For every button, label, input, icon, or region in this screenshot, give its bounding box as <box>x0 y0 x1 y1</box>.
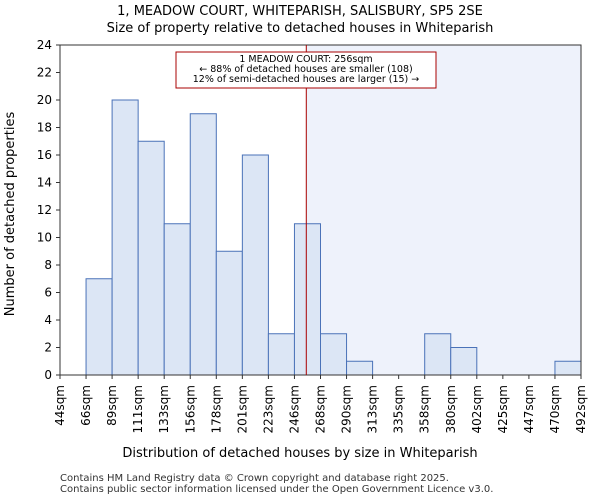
x-tick-label: 133sqm <box>157 385 171 433</box>
x-tick-label: 89sqm <box>105 385 119 426</box>
bars-group <box>85 99 582 376</box>
y-tick-label: 24 <box>37 38 52 52</box>
bar-66sqm <box>85 278 113 376</box>
y-tick-label: 4 <box>44 313 52 327</box>
bar-268sqm <box>320 333 348 376</box>
bar-133sqm <box>163 223 191 376</box>
bar-358sqm <box>424 333 452 376</box>
x-tick-label: 246sqm <box>287 385 301 433</box>
x-tick-label: 425sqm <box>496 385 510 433</box>
bar-111sqm <box>137 140 165 376</box>
x-tick-label: 290sqm <box>340 385 354 433</box>
annotation-box: 1 MEADOW COURT: 256sqm ← 88% of detached… <box>175 51 437 89</box>
bar-156sqm <box>189 113 217 376</box>
annotation-border <box>175 51 437 89</box>
x-tick-label: 268sqm <box>314 385 328 433</box>
y-tick-label: 18 <box>37 121 52 135</box>
x-tick-label: 44sqm <box>53 385 67 426</box>
bar-89sqm <box>111 99 139 376</box>
x-tick-label: 358sqm <box>418 385 432 433</box>
y-tick-label: 12 <box>37 203 52 217</box>
x-tick-label: 470sqm <box>548 385 562 433</box>
y-tick-label: 20 <box>37 93 52 107</box>
x-axis-label: Distribution of detached houses by size … <box>122 446 477 461</box>
x-tick-label: 402sqm <box>470 385 484 433</box>
y-tick-label: 22 <box>37 66 52 80</box>
y-tick-label: 2 <box>44 341 52 355</box>
x-tick-label: 313sqm <box>366 385 380 433</box>
x-tick-label: 178sqm <box>209 385 223 433</box>
y-tick-label: 14 <box>37 176 52 190</box>
y-tick-label: 8 <box>44 258 52 272</box>
footer-line-2: Contains public sector information licen… <box>60 484 494 495</box>
bar-290sqm <box>346 360 374 376</box>
chart-subtitle: Size of property relative to detached ho… <box>107 21 494 36</box>
bar-201sqm <box>241 154 269 376</box>
larger-region-background <box>306 45 581 375</box>
x-tick-label: 492sqm <box>574 385 588 433</box>
annotation-line-3: 12% of semi-detached houses are larger (… <box>193 74 420 85</box>
y-tick-label: 6 <box>44 286 52 300</box>
bar-470sqm <box>554 360 582 376</box>
chart-title: 1, MEADOW COURT, WHITEPARISH, SALISBURY,… <box>117 4 483 19</box>
y-tick-label: 16 <box>37 148 52 162</box>
bar-380sqm <box>450 347 478 376</box>
x-tick-label: 380sqm <box>444 385 458 433</box>
annotation-line-1: 1 MEADOW COURT: 256sqm <box>239 54 372 65</box>
bar-246sqm <box>293 223 322 376</box>
x-tick-label: 335sqm <box>392 385 406 433</box>
x-tick-label: 201sqm <box>235 385 249 433</box>
y-tick-label: 0 <box>44 368 52 382</box>
footer-line-1: Contains HM Land Registry data © Crown c… <box>60 473 449 484</box>
x-tick-label: 156sqm <box>183 385 197 433</box>
bar-223sqm <box>267 333 295 376</box>
y-axis-label: Number of detached properties <box>3 112 18 317</box>
x-tick-label: 447sqm <box>522 385 536 433</box>
y-tick-label: 10 <box>37 231 52 245</box>
bar-178sqm <box>215 250 243 376</box>
x-tick-label: 111sqm <box>131 385 145 433</box>
x-tick-label: 66sqm <box>79 385 93 426</box>
x-tick-label: 223sqm <box>261 385 275 433</box>
annotation-line-2: ← 88% of detached houses are smaller (10… <box>199 64 412 75</box>
